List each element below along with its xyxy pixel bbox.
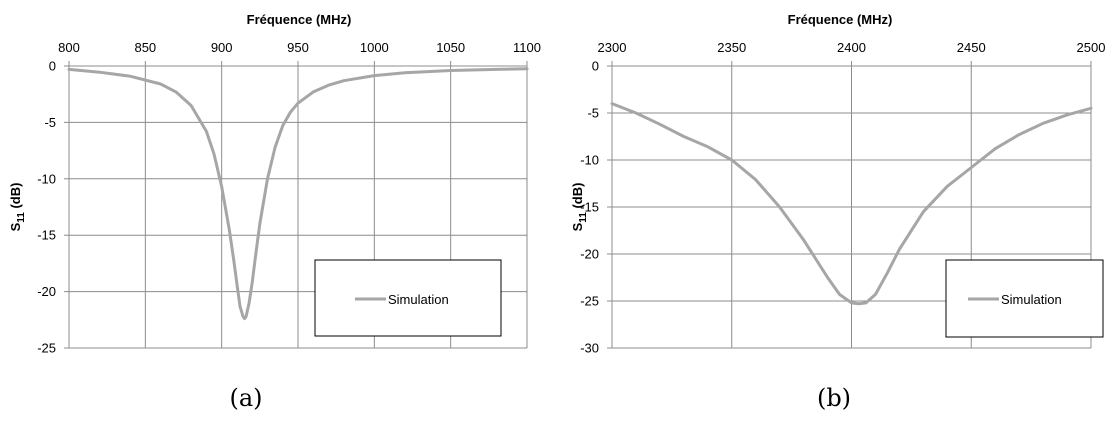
x-tick-label-b-2: 2400: [837, 40, 866, 55]
caption-b: (b): [816, 384, 852, 412]
y-tick-label-a-1: -5: [44, 115, 56, 130]
series-line-a-0: [67, 67, 529, 321]
y-tick-label-a-4: -20: [37, 284, 56, 299]
y-axis-title-b: S11 (dB): [570, 183, 589, 232]
y-ticks-a: 0 -5 -10 -15 -20 -25: [37, 59, 69, 356]
x-tick-label-b-0: 2300: [598, 40, 627, 55]
legend-b: Simulation: [945, 259, 1104, 338]
x-tick-label-a-5: 1050: [436, 40, 465, 55]
caption-a: (a): [229, 384, 263, 412]
x-axis-title-a: Fréquence (MHz): [247, 12, 352, 27]
y-tick-label-b-3: -15: [580, 200, 599, 215]
x-tick-label-a-6: 1100: [513, 40, 541, 55]
x-tick-label-a-1: 850: [134, 40, 156, 55]
x-axis-title-b: Fréquence (MHz): [788, 12, 893, 27]
x-ticks-a: 800 850 900 950 1000 1050 1100: [58, 40, 541, 66]
x-ticks-b: 2300 2350 2400 2450 2500: [598, 40, 1106, 66]
chart-b: Fréquence (MHz) 2300 2350 2400 2450 2500 0 -5…: [570, 12, 1106, 356]
legend-label-a: Simulation: [388, 292, 449, 307]
chart-a: Fréquence (MHz) 800 850 900 950 1000 1050 1100…: [8, 12, 541, 356]
x-tick-label-a-2: 900: [211, 40, 233, 55]
y-ticks-b: 0 -5 -10 -15 -20 -25 -30: [580, 59, 612, 356]
x-tick-label-a-3: 950: [287, 40, 309, 55]
y-tick-label-a-0: 0: [49, 59, 56, 74]
x-tick-label-a-4: 1000: [360, 40, 389, 55]
x-tick-label-a-0: 800: [58, 40, 80, 55]
series-lines-a: [67, 67, 529, 321]
series-line-b-0: [610, 102, 1093, 306]
y-tick-label-b-5: -25: [580, 294, 599, 309]
y-tick-label-b-4: -20: [580, 247, 599, 262]
y-tick-label-a-2: -10: [37, 171, 56, 186]
y-tick-label-b-2: -10: [580, 153, 599, 168]
y-tick-label-b-1: -5: [587, 106, 599, 121]
gridlines-a: [68, 65, 528, 349]
x-tick-label-b-4: 2500: [1077, 40, 1106, 55]
y-tick-label-b-0: 0: [592, 59, 599, 74]
legend-label-b: Simulation: [1001, 292, 1062, 307]
y-tick-label-b-6: -30: [580, 341, 599, 356]
x-tick-label-b-1: 2350: [717, 40, 746, 55]
y-tick-label-a-3: -15: [37, 228, 56, 243]
y-axis-title-a: S11 (dB): [8, 183, 27, 232]
x-tick-label-b-3: 2450: [957, 40, 986, 55]
legend-a: Simulation: [314, 259, 502, 337]
series-lines-b: [610, 102, 1093, 306]
y-tick-label-a-5: -25: [37, 341, 56, 356]
